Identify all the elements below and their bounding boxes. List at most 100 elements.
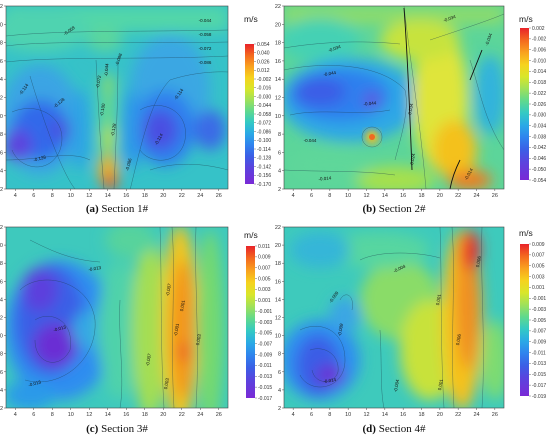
contour-label: -0.044 <box>304 138 317 143</box>
x-tick-label: 26 <box>492 193 498 199</box>
y-tick-label: 22 <box>275 4 281 10</box>
contour-label: -0.034 <box>484 32 493 46</box>
panel-d-contour-labels: -0.009 -0.004 -0.004 -0.009 -0.014 0.001 0.001… <box>323 255 482 392</box>
x-tick-label: 4 <box>292 193 295 199</box>
contour-label: -0.001 <box>173 323 180 337</box>
colorbar-tick-label: -0.086 <box>257 129 271 135</box>
colorbar-tick-label: -0.006 <box>532 48 546 54</box>
colorbar-tick-label: -0.003 <box>532 307 546 313</box>
y-tick-label: 6 <box>278 370 281 376</box>
y-tick-label: 18 <box>275 41 281 47</box>
colorbar-tick-label: 0.001 <box>258 298 271 304</box>
contour-label: -0.044 <box>199 18 212 23</box>
y-tick-label: 4 <box>278 169 281 175</box>
panel-b-caption-letter: (b) <box>363 203 377 215</box>
y-tick-label: 6 <box>0 150 3 156</box>
panel-c: 468101214161820222426246810121416182022 … <box>0 225 272 435</box>
y-tick-label: 22 <box>0 4 3 10</box>
colorbar-tick-label: -0.042 <box>532 145 546 151</box>
y-tick-label: 18 <box>0 41 3 47</box>
colorbar-tick-label: -0.022 <box>532 91 546 97</box>
x-tick-label: 22 <box>455 412 461 418</box>
colorbar-tick-label: 0.009 <box>258 255 271 261</box>
panel-c-caption: (c) Section 3# <box>86 423 148 435</box>
colorbar-tick-label: -0.046 <box>532 156 546 162</box>
y-tick-label: 20 <box>0 243 3 249</box>
x-tick-label: 6 <box>310 412 313 418</box>
colorbar-tick-label: -0.005 <box>258 331 272 337</box>
contour-label: -0.128 <box>110 123 117 137</box>
y-tick-label: 2 <box>0 406 3 412</box>
x-tick-label: 26 <box>492 412 498 418</box>
panel-d-caption: (d) Section 4# <box>363 423 426 435</box>
x-tick-label: 16 <box>123 193 129 199</box>
contour-label: -0.013 <box>53 324 67 332</box>
x-tick-label: 16 <box>400 193 406 199</box>
y-tick-label: 2 <box>0 187 3 193</box>
contour-label: -0.009 <box>328 290 340 304</box>
colorbar-tick-label: -0.009 <box>258 352 272 358</box>
contour-label: -0.114 <box>153 132 164 146</box>
contour-label: -0.114 <box>173 87 185 100</box>
contour-label: -0.044 <box>323 70 337 77</box>
colorbar-tick-label: -0.005 <box>532 318 546 324</box>
panel-d-colorbar-ticks: 0.009 0.007 0.005 0.003 0.001 -0.001 -0.003 -0.… <box>529 242 546 400</box>
y-tick-label: 6 <box>278 150 281 156</box>
x-tick-label: 12 <box>86 412 92 418</box>
x-tick-label: 18 <box>418 193 424 199</box>
contour-label: -0.086 <box>199 60 212 65</box>
x-tick-label: 24 <box>473 412 479 418</box>
x-tick-label: 4 <box>14 193 17 199</box>
colorbar-tick-label: -0.011 <box>258 363 272 369</box>
colorbar-tick-label: 0.007 <box>532 253 545 259</box>
y-tick-label: 14 <box>0 77 3 83</box>
contour-label: -0.013 <box>88 265 102 272</box>
x-tick-label: 6 <box>32 412 35 418</box>
y-tick-label: 4 <box>0 388 3 394</box>
contour-label: -0.128 <box>33 154 47 162</box>
colorbar-tick-label: -0.007 <box>532 329 546 335</box>
colorbar-tick-label: -0.015 <box>258 385 272 391</box>
y-tick-label: 20 <box>275 243 281 249</box>
colorbar-tick-label: -0.026 <box>532 102 546 108</box>
contour-label: -0.014 <box>463 167 474 181</box>
colorbar-tick-label: -0.014 <box>532 69 546 75</box>
contour-label: 0.006 <box>475 255 482 267</box>
colorbar-tick-label: -0.013 <box>258 374 272 380</box>
panel-d-unit: m/s <box>519 228 533 238</box>
y-tick-label: 22 <box>275 225 281 231</box>
panel-c-unit: m/s <box>244 230 258 240</box>
panel-a-contour-labels: -0.044 -0.058 -0.072 -0.086 -0.058 -0.086 -0.0… <box>18 18 212 171</box>
colorbar-tick-label: 0.003 <box>258 287 271 293</box>
panel-b-colorbar-ticks: 0.002 -0.002 -0.006 -0.010 -0.014 -0.018 -0.02… <box>529 26 546 184</box>
x-tick-label: 8 <box>328 412 331 418</box>
contour-label: -0.034 <box>328 44 342 53</box>
colorbar-tick-label: -0.018 <box>532 80 546 86</box>
x-tick-label: 18 <box>142 193 148 199</box>
contour-label: -0.014 <box>318 175 332 181</box>
panel-b-field <box>284 6 504 189</box>
x-tick-label: 18 <box>142 412 148 418</box>
x-tick-label: 8 <box>328 193 331 199</box>
contour-label: -0.072 <box>95 75 102 89</box>
x-tick-label: 20 <box>437 193 443 199</box>
colorbar-tick-label: -0.019 <box>532 394 546 400</box>
x-tick-label: 14 <box>105 193 111 199</box>
colorbar-tick-label: -0.038 <box>532 134 546 140</box>
panel-a-field <box>6 6 228 189</box>
x-tick-label: 20 <box>437 412 443 418</box>
x-tick-label: 8 <box>51 193 54 199</box>
colorbar-tick-label: -0.072 <box>257 121 271 127</box>
contour-label: -0.004 <box>393 379 400 393</box>
contour-label: -0.100 <box>99 103 106 117</box>
colorbar-tick-label: 0.054 <box>257 42 270 48</box>
contour-label: -0.013 <box>28 379 42 387</box>
contour-label: -0.009 <box>337 323 344 337</box>
panel-a-caption-letter: (a) <box>86 203 99 215</box>
colorbar-tick-label: -0.114 <box>257 147 271 153</box>
contour-label: -0.114 <box>18 82 30 95</box>
contour-label: -0.058 <box>199 32 212 37</box>
panel-b-caption: (b) Section 2# <box>363 203 426 215</box>
